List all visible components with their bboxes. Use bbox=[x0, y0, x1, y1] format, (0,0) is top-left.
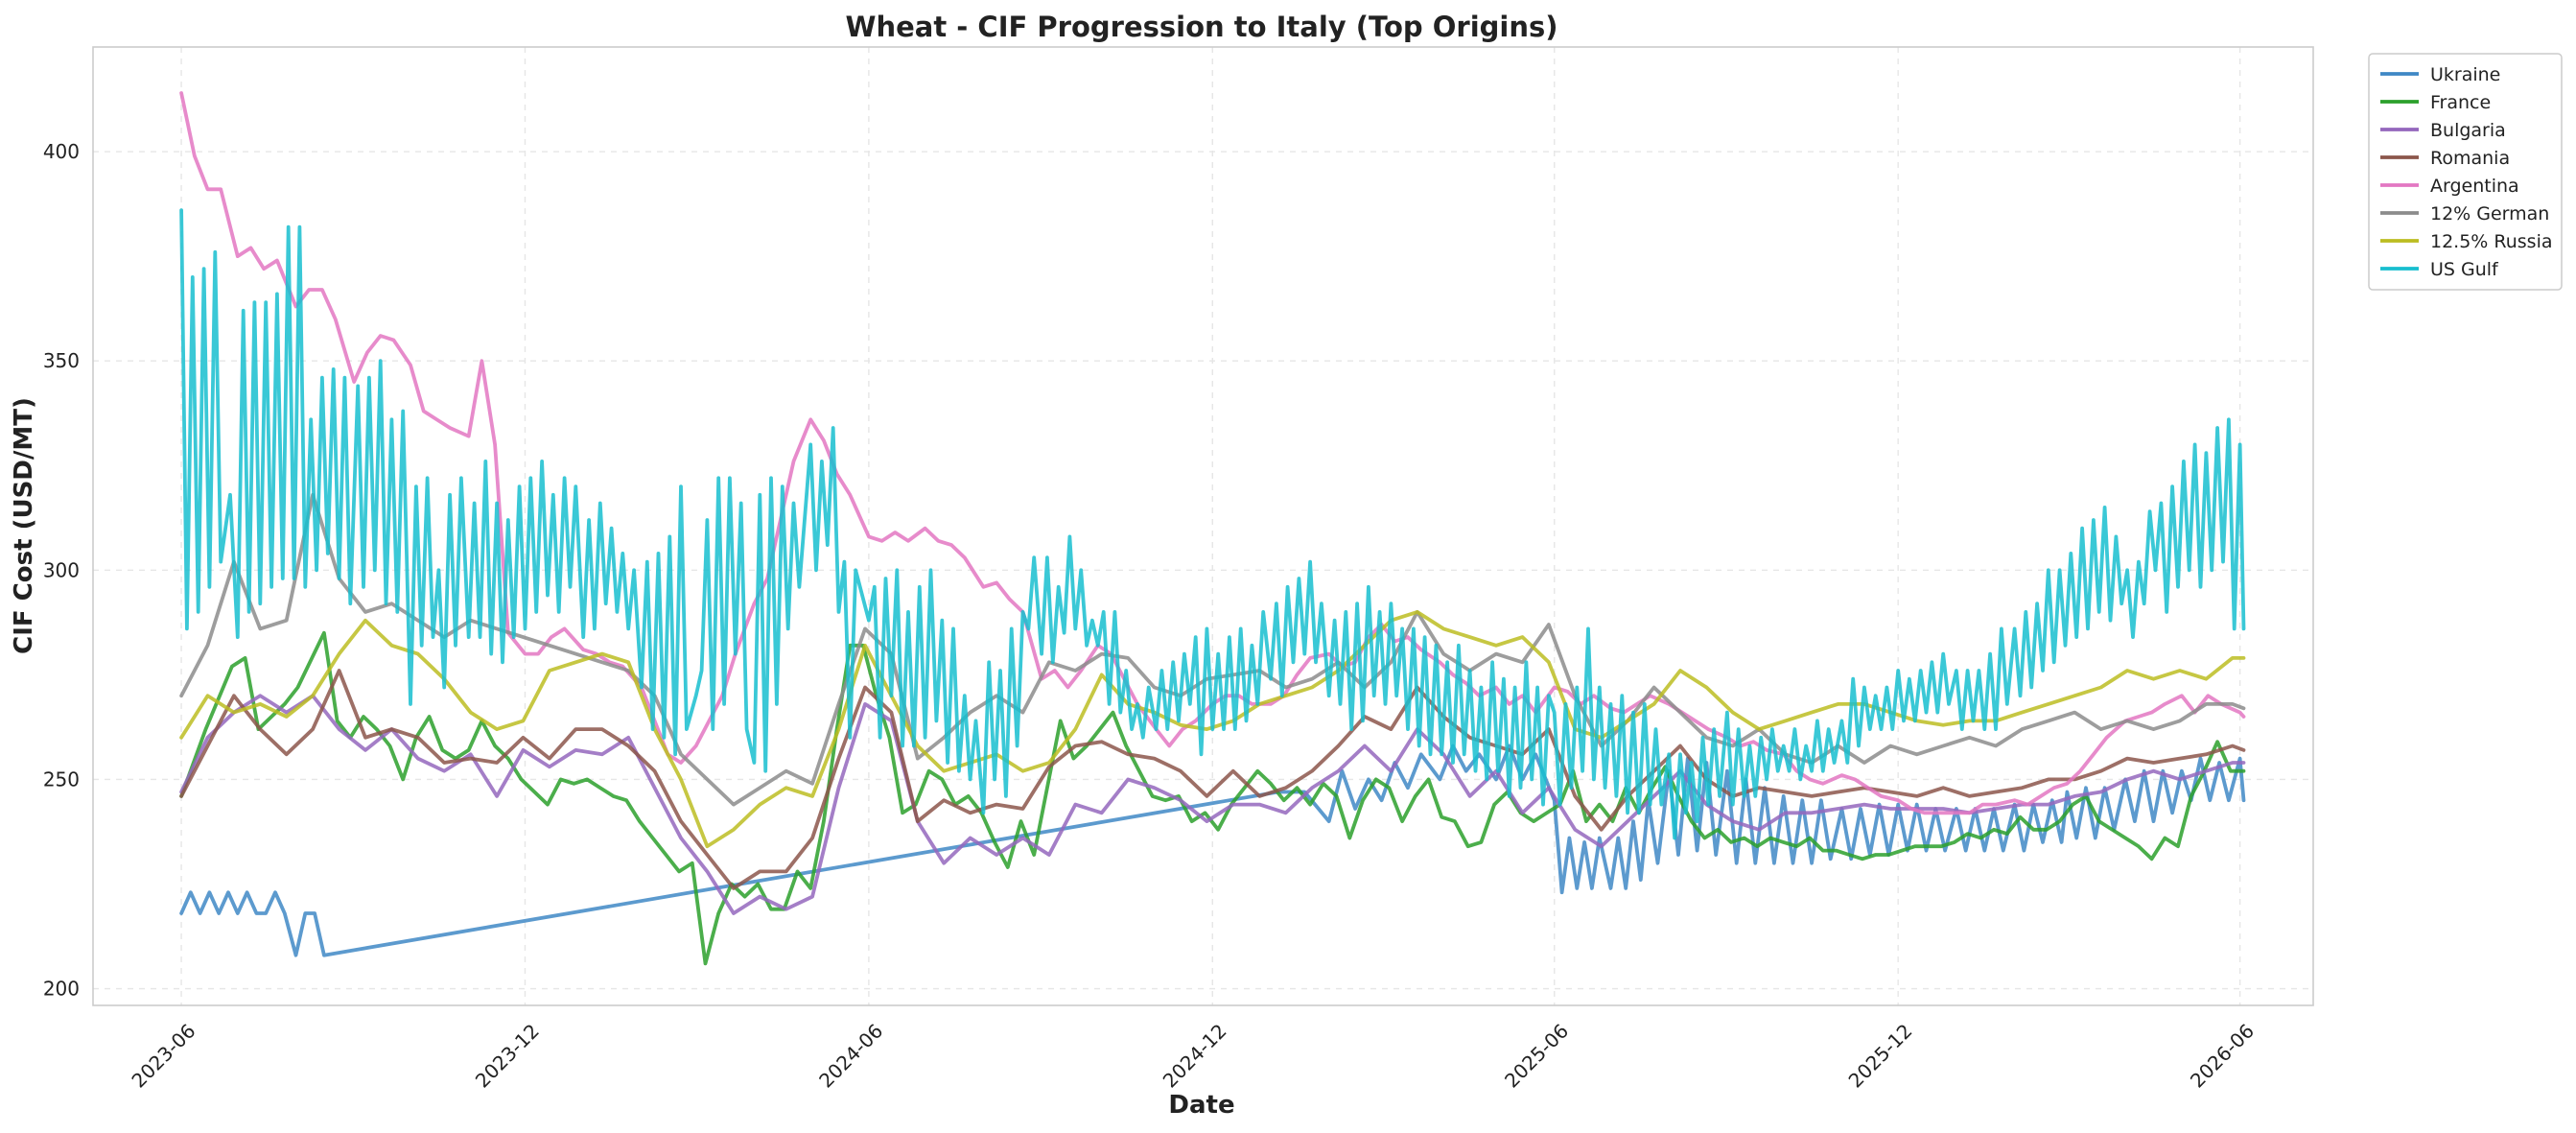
legend-box bbox=[2368, 53, 2563, 291]
y-tick-label: 200 bbox=[43, 978, 80, 1001]
series-line-romania bbox=[179, 669, 2246, 890]
legend-label: 12.5% Russia bbox=[2430, 231, 2553, 252]
y-tick-label: 250 bbox=[43, 767, 80, 791]
series-line-ukraine bbox=[179, 744, 2246, 957]
y-tick-label: 300 bbox=[43, 558, 80, 581]
legend-label: Argentina bbox=[2430, 176, 2519, 197]
y-axis-ticks: 200 250 300 350 400 bbox=[43, 140, 80, 1000]
legend-label: Romania bbox=[2430, 148, 2510, 169]
y-tick-label: 350 bbox=[43, 349, 80, 372]
series-line-argentina bbox=[179, 91, 2246, 815]
legend-label: Bulgaria bbox=[2430, 120, 2506, 141]
chart-title: Wheat - CIF Progression to Italy (Top Or… bbox=[845, 11, 1557, 43]
legend-label: US Gulf bbox=[2430, 259, 2499, 280]
series-line-us-gulf bbox=[179, 208, 2246, 840]
y-axis-label: CIF Cost (USD/MT) bbox=[10, 397, 38, 654]
plot-frame bbox=[92, 46, 2314, 1006]
legend-label: 12% German bbox=[2430, 203, 2549, 224]
y-tick-label: 400 bbox=[43, 140, 80, 163]
series-line-12-5-russia bbox=[179, 610, 2246, 849]
grid bbox=[93, 47, 2313, 1005]
series-lines bbox=[179, 91, 2246, 966]
legend: Ukraine France Bulgaria Romania Argentina 12%… bbox=[2368, 53, 2563, 291]
legend-label: France bbox=[2430, 92, 2491, 113]
legend-label: Ukraine bbox=[2430, 64, 2500, 85]
x-axis-label: Date bbox=[1168, 1091, 1234, 1120]
